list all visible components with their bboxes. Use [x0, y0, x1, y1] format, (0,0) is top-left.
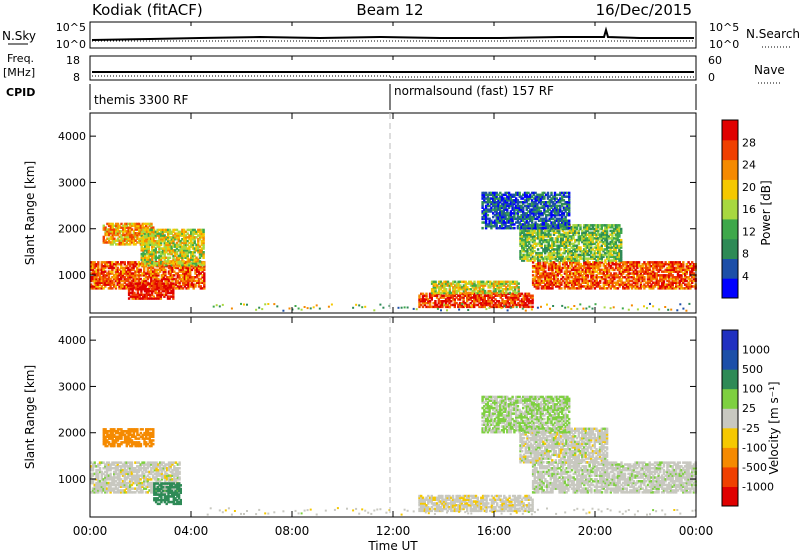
cpid-segment-1: themis 3300 RF: [94, 93, 188, 107]
cpid-label: CPID: [6, 86, 35, 99]
power-cell: [551, 237, 553, 240]
beam-title: Beam 12: [356, 1, 423, 19]
power-cell: [509, 292, 511, 295]
power-cell: [487, 214, 489, 217]
power-cell: [638, 261, 640, 264]
power-cell: [445, 288, 447, 291]
nave-right-tick-bottom: 0: [708, 71, 715, 84]
power-cell: [620, 239, 622, 242]
power-cell: [549, 233, 551, 236]
power-cell: [202, 251, 204, 254]
power-cell: [97, 261, 99, 264]
power-cell: [152, 226, 154, 229]
power-heatmap: [90, 192, 697, 312]
power-cell: [481, 227, 483, 230]
power-cell: [172, 282, 174, 285]
power-cell: [537, 248, 539, 251]
power-cell: [202, 262, 204, 265]
noise-panel: N.Sky 10^5 10^0 10^5 10^0 N.Search: [2, 21, 800, 51]
noise-right-tick-bottom: 10^0: [709, 38, 739, 51]
power-cell: [150, 223, 152, 226]
power-cell: [140, 269, 142, 272]
freq-label-1: Freq.: [7, 52, 34, 65]
power-cell: [560, 248, 562, 251]
cpid-panel: CPID themis 3300 RF normalsound (fast) 1…: [6, 84, 696, 110]
noise-right-tick-top: 10^5: [709, 21, 739, 34]
freq-left-tick-top: 18: [66, 54, 80, 67]
station-title: Kodiak (fitACF): [92, 1, 203, 19]
freq-label-2: [MHz]: [3, 66, 35, 79]
cpid-segment-2: normalsound (fast) 157 RF: [394, 84, 554, 98]
freq-left-tick-bottom: 8: [73, 71, 80, 84]
noise-left-tick-top: 10^5: [56, 21, 86, 34]
power-cell: [531, 306, 533, 309]
power-cell: [139, 282, 141, 285]
nave-label: Nave: [754, 63, 785, 77]
power-cell: [579, 246, 581, 249]
power-cell: [473, 281, 475, 284]
noise-sky-label: N.Sky: [2, 29, 36, 43]
power-cell: [425, 293, 427, 296]
power-cell: [199, 260, 201, 263]
power-cell: [547, 192, 549, 195]
power-cell: [682, 261, 684, 264]
power-cell: [183, 260, 185, 263]
power-cell: [579, 224, 581, 227]
power-cell: [202, 229, 204, 232]
power-cell: [536, 223, 538, 226]
power-cell: [620, 228, 622, 231]
power-cell: [434, 300, 436, 303]
power-cell: [550, 192, 552, 195]
power-cell: [620, 250, 622, 253]
noise-search-label: N.Search: [746, 27, 800, 41]
nave-right-tick-top: 60: [708, 54, 722, 67]
power-cell: [203, 272, 205, 275]
power-cell: [531, 295, 533, 298]
power-cell: [169, 257, 171, 260]
power-cell: [434, 281, 436, 284]
power-cell: [519, 192, 521, 195]
frequency-panel: Freq. [MHz] 18 8 60 0 Nave: [3, 52, 785, 84]
power-cell: [164, 269, 166, 272]
noise-left-tick-bottom: 10^0: [56, 38, 86, 51]
date-title: 16/Dec/2015: [596, 1, 692, 19]
power-cell: [560, 287, 562, 290]
power-cell: [124, 261, 126, 264]
power-cell: [618, 224, 620, 227]
power-cell: [513, 227, 515, 230]
power-cell: [518, 282, 520, 285]
power-cell: [459, 292, 461, 295]
noise-sky-trace: [92, 30, 694, 40]
power-cell: [518, 286, 520, 289]
power-cell: [643, 276, 645, 279]
